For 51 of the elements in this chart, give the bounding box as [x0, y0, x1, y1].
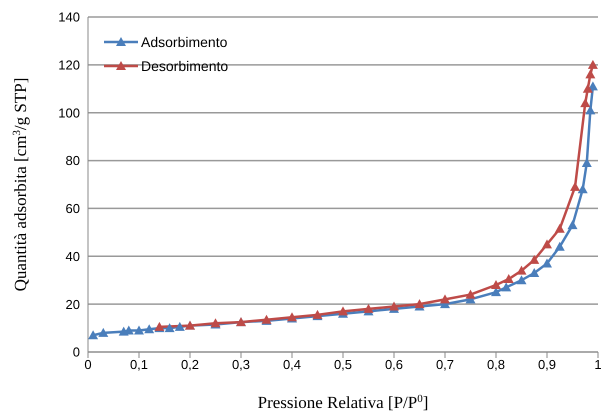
x-tick-label: 1: [594, 357, 602, 372]
x-axis-title: Pressione Relativa [P/P$^{0}$]: [258, 393, 428, 412]
y-tick-label: 0: [72, 344, 80, 360]
point: [144, 324, 154, 334]
point: [516, 266, 526, 275]
point: [440, 294, 450, 304]
y-tick-label: 80: [66, 153, 80, 168]
y-tick-label: 60: [66, 201, 80, 216]
x-tick-label: 0,1: [130, 357, 148, 372]
x-tick-label: 0,2: [180, 357, 200, 372]
x-tick-label: 0,3: [232, 357, 250, 372]
y-tick-label: 40: [66, 248, 80, 264]
y-tick-label: 140: [58, 10, 80, 25]
point: [491, 280, 501, 289]
point: [578, 184, 588, 194]
legend-label: Desorbimento: [141, 57, 228, 76]
point: [529, 254, 540, 264]
point: [588, 60, 598, 69]
point: [529, 268, 540, 278]
point: [466, 290, 476, 299]
point: [542, 258, 552, 268]
x-tick-label: 0,6: [384, 357, 404, 372]
point: [568, 220, 578, 230]
point: [582, 84, 593, 93]
point: [134, 325, 144, 334]
point: [570, 182, 580, 191]
point: [338, 306, 348, 316]
point: [516, 275, 526, 284]
y-tick-label: 100: [58, 105, 80, 120]
x-tick-label: 0,5: [334, 357, 352, 372]
point: [414, 299, 424, 308]
point: [542, 239, 552, 248]
point: [88, 330, 98, 340]
y-tick-label: 120: [58, 57, 80, 72]
point: [98, 328, 108, 337]
x-tick-label: 0,9: [538, 357, 556, 372]
point: [554, 242, 565, 251]
point: [585, 69, 596, 78]
x-tick-label: 0,8: [486, 357, 506, 372]
point: [501, 282, 512, 292]
point: [364, 304, 374, 313]
point: [504, 274, 514, 284]
point: [174, 322, 185, 331]
x-tick-label: 0: [84, 357, 92, 372]
legend-label: Adsorbimento: [141, 33, 228, 52]
point: [580, 98, 590, 108]
x-tick-label: 0,4: [282, 357, 302, 372]
x-tick-label: 0,7: [436, 357, 454, 372]
point: [164, 323, 175, 332]
y-tick-label: 20: [66, 296, 80, 312]
point: [554, 224, 565, 233]
